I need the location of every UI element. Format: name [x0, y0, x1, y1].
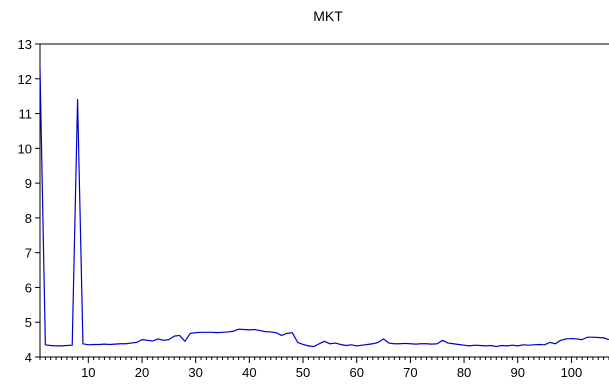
y-tick-label: 11 [19, 107, 33, 122]
x-tick-label: 90 [511, 365, 525, 380]
x-tick-label: 80 [457, 365, 471, 380]
x-tick-label: 30 [188, 365, 202, 380]
x-tick-label: 20 [135, 365, 149, 380]
x-tick-label: 40 [242, 365, 256, 380]
y-tick-label: 4 [25, 350, 32, 365]
y-tick-label: 6 [25, 280, 32, 295]
x-tick-label: 10 [81, 365, 95, 380]
series-line [39, 68, 609, 348]
y-tick-label: 8 [25, 211, 32, 226]
y-tick-label: 9 [25, 176, 32, 191]
y-tick-label: 13 [18, 37, 32, 52]
y-tick-label: 12 [18, 72, 32, 87]
y-tick-label: 7 [25, 246, 32, 261]
y-tick-label: 5 [25, 315, 32, 330]
x-tick-label: 100 [561, 365, 583, 380]
x-tick-label: 70 [403, 365, 417, 380]
chart-title: MKT [313, 8, 343, 24]
x-tick-label: 60 [349, 365, 363, 380]
y-tick-label: 10 [18, 141, 32, 156]
x-tick-label: 50 [296, 365, 310, 380]
